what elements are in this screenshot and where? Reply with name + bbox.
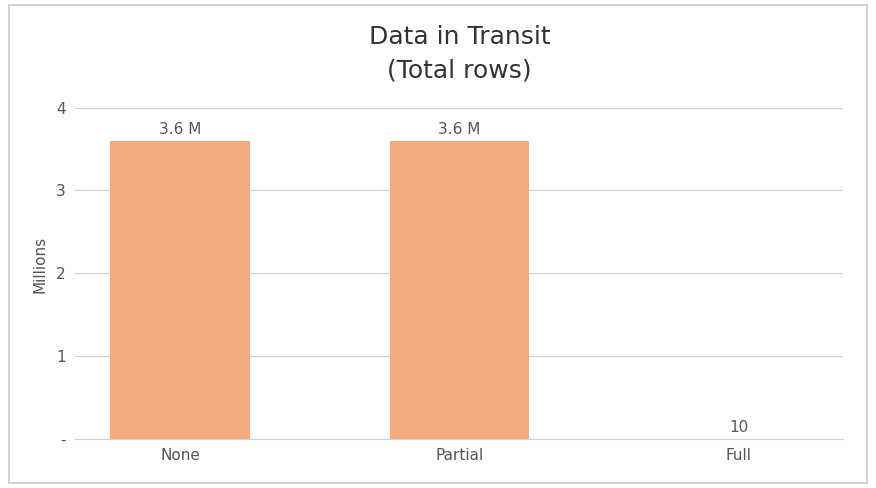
Title: Data in Transit
(Total rows): Data in Transit (Total rows): [369, 25, 550, 82]
Text: 3.6 M: 3.6 M: [159, 122, 201, 138]
Bar: [390, 141, 529, 439]
Bar: [110, 141, 250, 439]
Text: 10: 10: [729, 420, 748, 435]
Text: 3.6 M: 3.6 M: [438, 122, 481, 138]
Y-axis label: Millions: Millions: [32, 236, 47, 293]
